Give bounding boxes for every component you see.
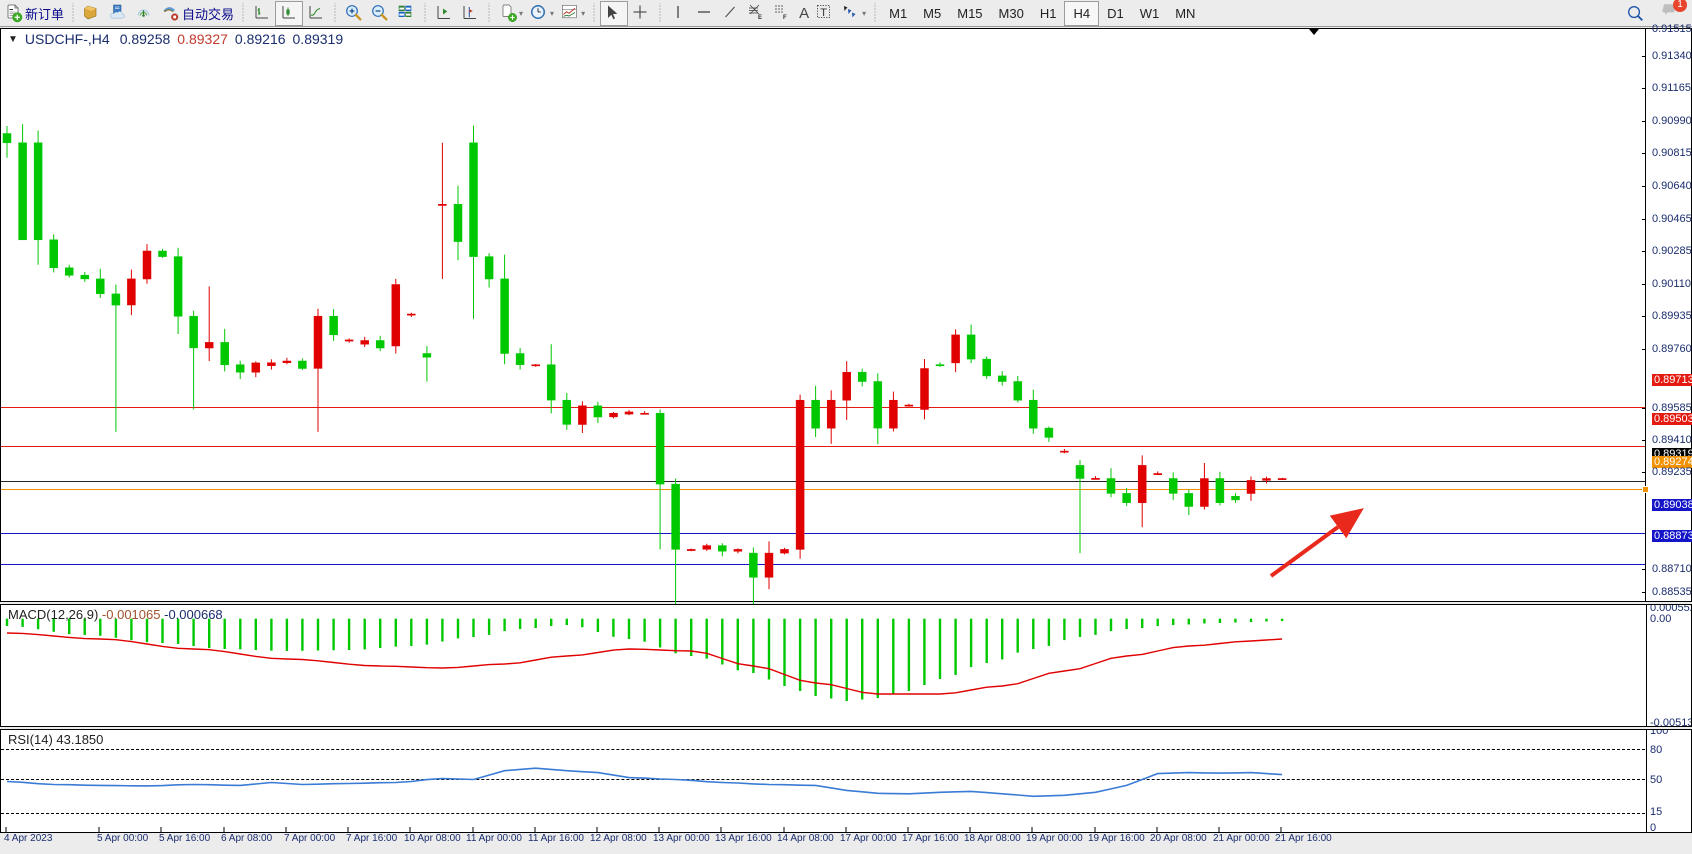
svg-text:T: T xyxy=(820,7,827,19)
svg-text:E: E xyxy=(758,15,762,21)
svg-text:F: F xyxy=(783,15,787,21)
